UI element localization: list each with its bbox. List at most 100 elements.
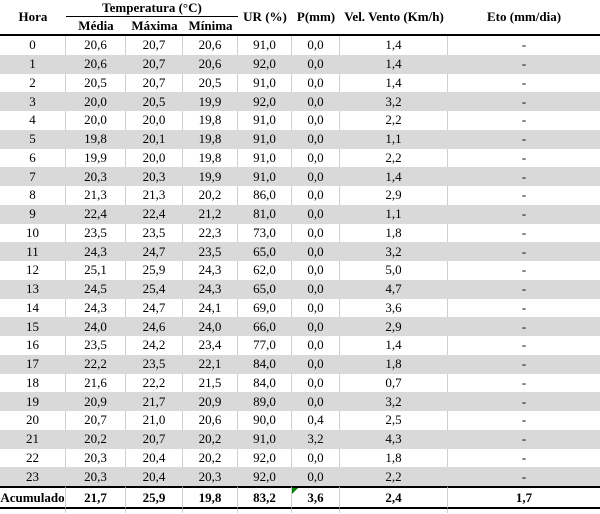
cell: 2,4	[340, 486, 449, 509]
table-row: 6 19,9 20,0 19,8 91,0 0,0 2,2 -	[0, 148, 600, 168]
cell: 20,7	[126, 429, 183, 449]
cell: 23,5	[66, 336, 126, 355]
cell: 20,6	[66, 54, 126, 74]
accumulated-label: Acumulado	[0, 486, 66, 509]
cell: 1,8	[340, 354, 449, 374]
cell: 62,0	[238, 261, 293, 280]
cell: -	[448, 129, 600, 149]
cell: 20,2	[66, 429, 126, 449]
cell: 23,5	[183, 242, 239, 261]
cell: 19,8	[183, 129, 239, 149]
cell: 91,0	[238, 148, 293, 168]
cell: 25,1	[66, 261, 126, 280]
table-row: 13 24,5 25,4 24,3 65,0 0,0 4,7-	[0, 279, 600, 299]
cell: 25,9	[126, 261, 183, 280]
cell: -	[521, 374, 527, 390]
cell: 84,0	[238, 354, 293, 374]
cell: 21,3	[66, 186, 126, 205]
cell: 84,0	[238, 373, 293, 393]
cell: 5,0	[340, 261, 449, 280]
cell: -	[448, 204, 600, 224]
cell: 0	[0, 36, 66, 55]
cell: 20,0	[126, 111, 183, 130]
cell: 24,5	[66, 279, 126, 299]
cell: 20,6	[183, 411, 239, 430]
cell: -	[521, 149, 527, 165]
cell: -	[448, 54, 600, 74]
cell: 20,7	[126, 73, 183, 93]
cell: 2,2	[340, 467, 449, 486]
table-row: 8 21,3 21,3 20,2 86,0 0,0 2,9-	[0, 186, 600, 205]
cell: 24,1	[183, 298, 239, 318]
cell: 0,0	[292, 111, 341, 130]
cell: 0,0	[292, 317, 341, 336]
col-header-minima: Mínima	[183, 17, 239, 36]
cell: 0,0	[292, 54, 341, 74]
cell: 1,4	[340, 54, 449, 74]
cell: -	[521, 112, 527, 128]
cell: 24,7	[126, 298, 183, 318]
table-row: 0 20,6 20,7 20,6 91,0 0,0 1,4-	[0, 36, 600, 55]
cell: 1,8	[340, 448, 449, 468]
cell: 21,7	[66, 486, 126, 509]
cell: 12	[0, 261, 66, 280]
cell: 20,2	[183, 429, 239, 449]
cell: -	[448, 279, 600, 299]
cell: -	[448, 354, 600, 374]
cell: 18	[0, 373, 66, 393]
table-row: 14 24,3 24,7 24,1 69,0 0,0 3,6 -	[0, 298, 600, 318]
col-header-p: P(mm)	[292, 0, 341, 36]
cell: 22,1	[183, 354, 239, 374]
cell: 0,0	[292, 36, 341, 55]
cell: 0,0	[292, 354, 341, 374]
cell: 20,5	[66, 73, 126, 93]
col-header-maxima: Máxima	[126, 17, 183, 36]
cell: 14	[0, 298, 66, 318]
cell: 7	[0, 167, 66, 186]
table-row: 3 20,0 20,5 19,9 92,0 0,0 3,2-	[0, 92, 600, 111]
cell: 21,5	[183, 373, 239, 393]
cell: 6	[0, 148, 66, 168]
cell: 20,0	[66, 92, 126, 111]
table-row: 9 22,4 22,4 21,2 81,0 0,0 1,1-	[0, 204, 600, 224]
col-header-media: Média	[66, 17, 126, 36]
table-row: 7 20,3 20,3 19,9 91,0 0,0 1,4-	[0, 167, 600, 186]
cell: 8	[0, 186, 66, 205]
cell: 23,4	[183, 336, 239, 355]
table-row: 18 21,6 22,2 21,5 84,0 0,0 0,7 -	[0, 373, 600, 393]
cell: 0,0	[292, 373, 341, 393]
cell: 20,3	[183, 467, 239, 486]
cell: 91,0	[238, 429, 293, 449]
cell: 0,0	[292, 279, 341, 299]
table-row: 20 20,7 21,0 20,6 90,0 0,4 2,5 -	[0, 411, 600, 430]
cell: 24,3	[183, 279, 239, 299]
cell: 21,7	[126, 392, 183, 411]
cell: 4,7	[340, 279, 449, 299]
cell: 22,3	[183, 223, 239, 243]
cell: 92,0	[238, 92, 293, 111]
cell: 24,3	[183, 261, 239, 280]
cell: -	[521, 187, 527, 203]
cell: 19,8	[183, 486, 239, 509]
table-row: 23 20,3 20,4 20,3 92,0 0,0 2,2-	[0, 467, 600, 486]
table-row: 12 25,1 25,9 24,3 62,0 0,0 5,0 -	[0, 261, 600, 280]
cell: -	[521, 412, 527, 428]
cell: 19,9	[183, 167, 239, 186]
cell: 0,0	[292, 92, 341, 111]
cell: 0,0	[292, 186, 341, 205]
cell: 20,6	[183, 36, 239, 55]
cell-error-flag-icon	[292, 488, 299, 494]
cell: 24,3	[66, 298, 126, 318]
table-body: 0 20,6 20,7 20,6 91,0 0,0 1,4-1 20,6 20,7 20,6 92,…	[0, 36, 600, 486]
cell: 0,0	[292, 448, 341, 468]
cell: 81,0	[238, 204, 293, 224]
cell: 0,0	[292, 242, 341, 261]
cell: 20,1	[126, 129, 183, 149]
table-row: 22 20,3 20,4 20,2 92,0 0,0 1,8 -	[0, 448, 600, 468]
cell: -	[448, 467, 600, 486]
table-row: 5 19,8 20,1 19,8 91,0 0,0 1,1-	[0, 129, 600, 149]
cell: 5	[0, 129, 66, 149]
col-header-ur: UR (%)	[238, 0, 293, 36]
cell: -	[448, 92, 600, 111]
